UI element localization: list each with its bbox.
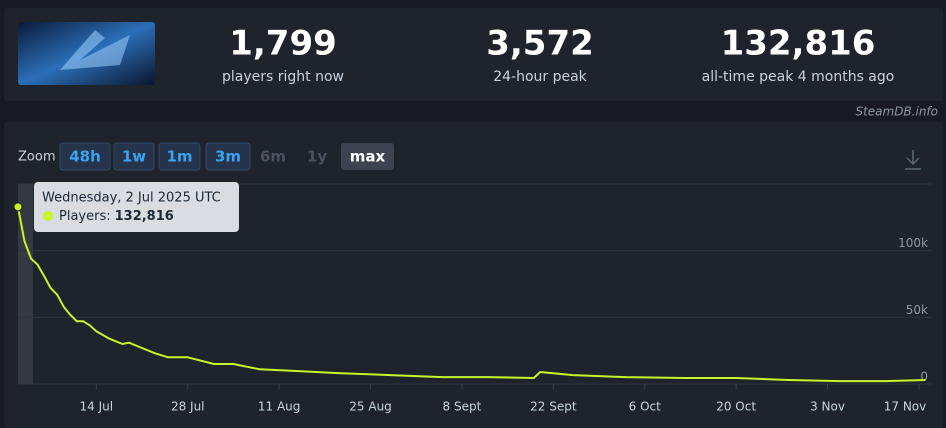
stat-label: all-time peak 4 months ago — [702, 69, 895, 85]
download-icon[interactable] — [905, 150, 921, 170]
series-line — [17, 206, 926, 383]
zoom-button[interactable] — [158, 142, 201, 171]
tooltip-label: Players: 132,816 — [59, 209, 174, 224]
y-tick-label: 0 — [920, 370, 928, 384]
zoom-button[interactable] — [113, 142, 155, 171]
y-tick-label: 50k — [906, 303, 928, 317]
y-tick-label: 100k — [898, 236, 928, 250]
x-tick-label: 14 Jul — [80, 400, 114, 414]
zoom-button-label: 1y — [307, 148, 327, 166]
stat-value: 1,799 — [229, 24, 337, 64]
tooltip-series: Players: — [59, 209, 111, 224]
x-tick-label: 8 Sept — [443, 400, 482, 414]
x-tick-label: 11 Aug — [258, 400, 301, 414]
x-tick-label: 3 Nov — [810, 400, 845, 414]
x-tick-label: 17 Nov — [884, 400, 927, 414]
zoom-button[interactable] — [341, 143, 394, 170]
zoom-button-label[interactable]: 48h — [69, 148, 101, 166]
zoom-button-label[interactable]: 1m — [166, 148, 192, 166]
zoom-button[interactable] — [205, 142, 251, 171]
thumbnail-art — [60, 30, 130, 70]
zoom-button-label[interactable]: 3m — [215, 148, 241, 166]
x-tick-label: 25 Aug — [349, 400, 392, 414]
zoom-button[interactable] — [59, 142, 111, 171]
x-tick-label: 6 Oct — [629, 400, 661, 414]
stat-value: 3,572 — [486, 24, 594, 64]
watermark: SteamDB.info — [855, 105, 938, 119]
stats-panel — [4, 8, 943, 101]
hover-point — [13, 202, 23, 212]
tooltip-value: 132,816 — [115, 209, 174, 224]
tooltip-date: Wednesday, 2 Jul 2025 UTC — [42, 191, 221, 206]
x-tick-label: 20 Oct — [716, 400, 756, 414]
zoom-button-label[interactable]: 1w — [122, 148, 146, 166]
tooltip — [34, 182, 239, 232]
stat-value: 132,816 — [721, 24, 876, 64]
stat-label: 24-hour peak — [493, 69, 587, 85]
x-tick-label: 22 Sept — [530, 400, 577, 414]
zoom-button-label: 6m — [260, 148, 286, 166]
tooltip-dot — [43, 211, 53, 221]
zoom-label: Zoom — [18, 150, 55, 165]
stat-label: players right now — [222, 69, 344, 85]
range-highlight — [18, 184, 33, 384]
zoom-button-label[interactable]: max — [350, 148, 386, 166]
x-tick-label: 28 Jul — [171, 400, 205, 414]
